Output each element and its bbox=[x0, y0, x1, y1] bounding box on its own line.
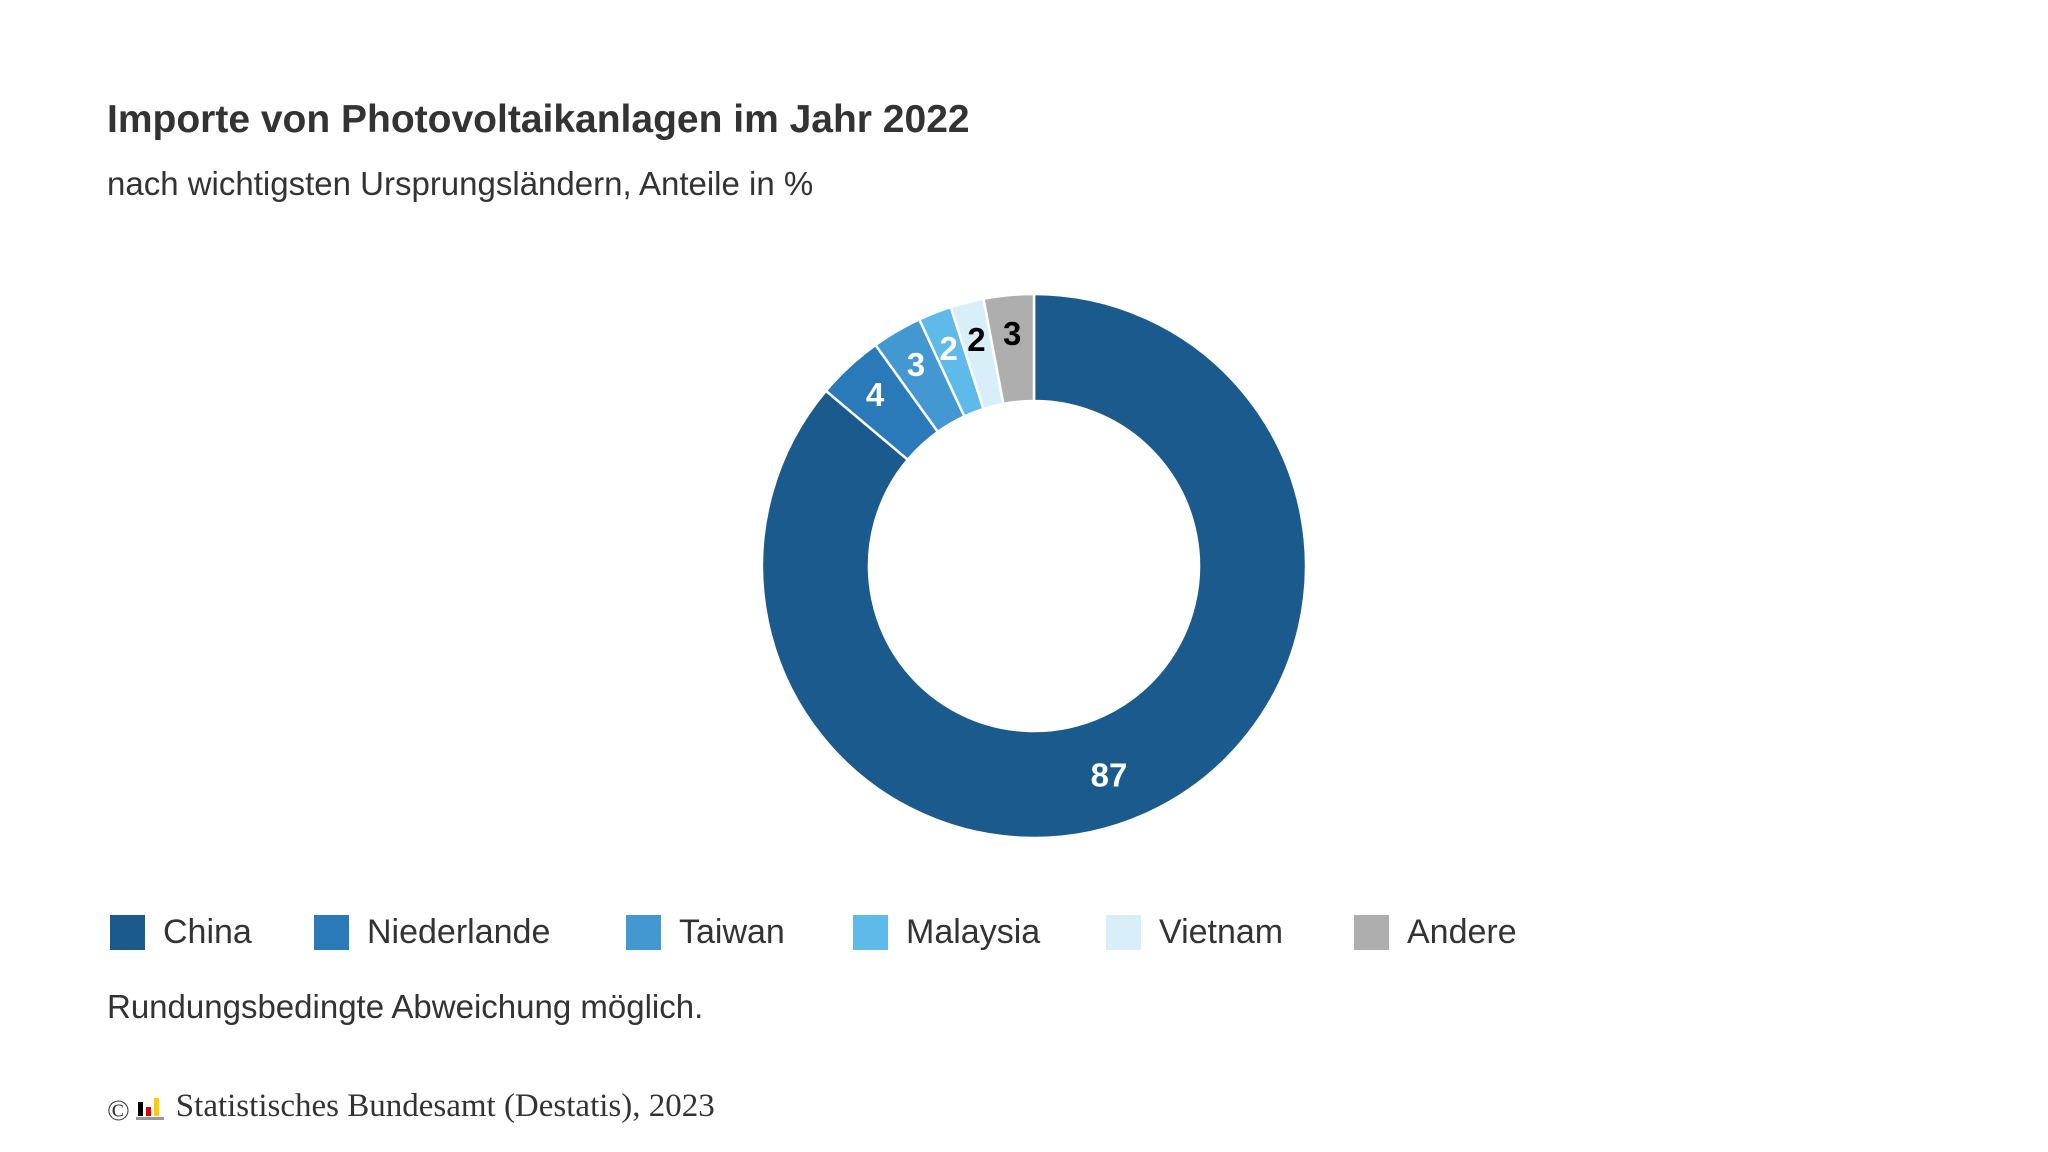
legend-swatch-andere bbox=[1354, 914, 1389, 950]
legend-item-malaysia: Malaysia bbox=[853, 902, 1040, 962]
legend-item-taiwan: Taiwan bbox=[626, 902, 785, 962]
legend-item-vietnam: Vietnam bbox=[1106, 902, 1283, 962]
legend-label-china: China bbox=[163, 912, 252, 951]
legend-label-vietnam: Vietnam bbox=[1159, 912, 1284, 951]
legend-label-taiwan: Taiwan bbox=[679, 912, 785, 951]
legend-label-andere: Andere bbox=[1407, 912, 1517, 951]
destatis-logo-icon bbox=[135, 1097, 164, 1120]
legend-swatch-taiwan bbox=[626, 914, 661, 950]
legend-item-china: China bbox=[110, 902, 252, 962]
donut-slices bbox=[760, 292, 1308, 840]
legend-swatch-china bbox=[110, 914, 145, 950]
rounding-note: Rundungsbedingte Abweichung möglich. bbox=[107, 988, 704, 1025]
data-label-malaysia: 2 bbox=[939, 330, 957, 367]
source-line: © Statistisches Bundesamt (Destatis), 20… bbox=[107, 1088, 715, 1127]
chart-subtitle: nach wichtigsten Ursprungsländern, Antei… bbox=[107, 165, 814, 202]
slice-andere bbox=[982, 292, 1036, 406]
legend-swatch-malaysia bbox=[853, 914, 888, 950]
slice-china bbox=[760, 292, 1308, 840]
data-label-taiwan: 3 bbox=[907, 346, 925, 383]
chart-legend: China Niederlande Taiwan Malaysia Vietnam And… bbox=[110, 902, 1810, 962]
data-label-china: 87 bbox=[1091, 756, 1128, 793]
copyright-icon: © bbox=[107, 1093, 130, 1127]
legend-item-andere: Andere bbox=[1354, 902, 1517, 962]
source-text: Statistisches Bundesamt (Destatis), 2023 bbox=[175, 1088, 715, 1124]
legend-item-niederlande: Niederlande bbox=[314, 902, 550, 962]
data-label-andere: 3 bbox=[1003, 315, 1021, 352]
legend-label-malaysia: Malaysia bbox=[906, 912, 1041, 951]
data-label-niederlande: 4 bbox=[866, 376, 885, 413]
legend-label-niederlande: Niederlande bbox=[367, 912, 551, 951]
legend-swatch-vietnam bbox=[1106, 914, 1141, 950]
data-label-vietnam: 2 bbox=[967, 321, 985, 358]
chart-title: Importe von Photovoltaikanlagen im Jahr … bbox=[107, 98, 970, 141]
legend-swatch-niederlande bbox=[314, 914, 349, 950]
